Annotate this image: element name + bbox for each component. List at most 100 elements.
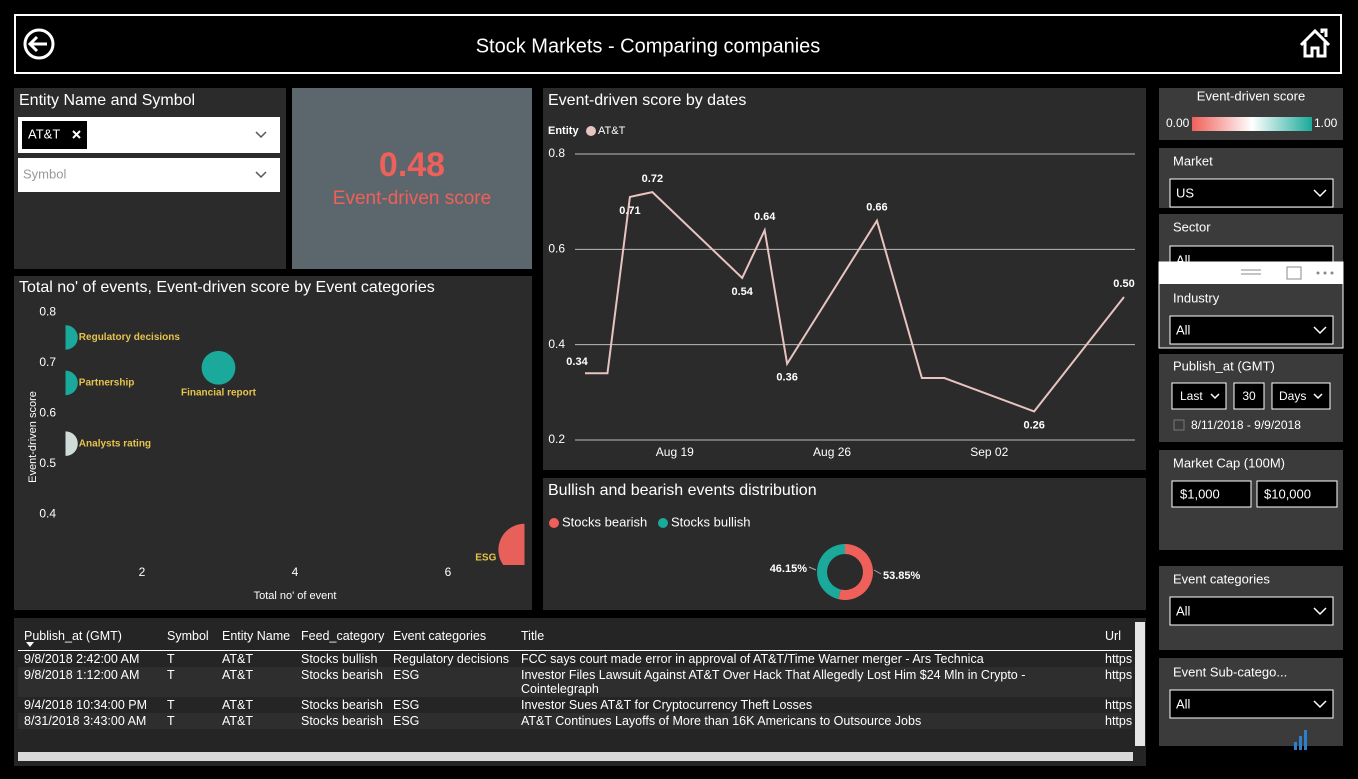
x-tick-label: Aug 19 [656, 445, 694, 459]
x-tick-label: 4 [292, 565, 299, 579]
data-label: 0.54 [731, 286, 753, 298]
scrollbar[interactable] [1135, 622, 1145, 746]
dropdown[interactable] [1169, 315, 1334, 345]
input[interactable] [1171, 480, 1252, 508]
legend-max: 1.00 [1314, 116, 1338, 130]
slicer-label: Event Sub-catego... [1173, 664, 1287, 679]
table-cell: Stocks bullish [301, 652, 378, 666]
table-cell: Regulatory decisions [393, 652, 510, 666]
legend-panel [1159, 88, 1343, 140]
table-cell: T [167, 652, 175, 666]
x-axis-title: Total no' of event [254, 590, 337, 602]
column-header: Title [515, 622, 1099, 651]
legend-min: 0.00 [1166, 116, 1190, 130]
chip-remove[interactable] [72, 130, 81, 139]
table-cell: https [1105, 668, 1132, 682]
legend-marker [658, 518, 668, 528]
donut-slice [816, 544, 845, 600]
table-cell: FCC says court made error in approval of… [521, 652, 984, 666]
more-icon[interactable] [1316, 271, 1334, 275]
legend-title: Event-driven score [1197, 88, 1305, 103]
x-tick-label: Sep 02 [970, 445, 1008, 459]
table: Publish_at (GMT) Symbol Entity Name Feed_ca… [18, 622, 1132, 758]
h-scrollbar[interactable] [18, 752, 1133, 761]
home-button[interactable] [1299, 28, 1331, 58]
slicer-label: Industry [1173, 290, 1220, 305]
data-label: 0.64 [754, 211, 776, 223]
x-tick-label: 6 [445, 565, 452, 579]
table-cell: T [167, 714, 175, 728]
bubble [498, 523, 525, 565]
bubble-panel [14, 276, 532, 610]
focus-icon[interactable] [1286, 266, 1302, 280]
slicer-label: Market [1173, 153, 1213, 168]
table-cell: 9/8/2018 1:12:00 AM [24, 668, 140, 682]
bubble [65, 370, 78, 396]
column-header: Symbol [161, 622, 216, 651]
chart-title: Bullish and bearish events distribution [548, 482, 817, 499]
page-title: Stock Markets - Comparing companies [476, 35, 821, 57]
dropdown[interactable] [1169, 178, 1334, 208]
column-header: Url [1099, 622, 1132, 651]
donut-slice [838, 544, 874, 600]
input[interactable] [1233, 382, 1265, 410]
dropdown-value: US [1176, 185, 1194, 200]
y-tick-label: 0.6 [548, 242, 565, 256]
back-button[interactable] [23, 28, 55, 60]
line [585, 191, 1125, 413]
dropdown[interactable] [1171, 382, 1227, 410]
data-label: 53.85% [883, 570, 921, 582]
leader [808, 566, 817, 571]
table-cell: AT&T Continues Layoffs of More than 16K … [521, 714, 922, 728]
score-card [292, 88, 532, 269]
table-cell: AT&T [222, 714, 254, 728]
table-cell: https [1105, 714, 1132, 728]
bubble-label: Analysts rating [79, 438, 151, 449]
dropdown-value: All [1176, 252, 1191, 267]
table-row: 9/8/2018 1:12:00 AM T AT&T Stocks bearish ES… [18, 667, 1132, 697]
bubble [201, 350, 236, 385]
input[interactable] [1256, 480, 1338, 508]
legend-title: Entity [548, 125, 579, 137]
column-header: Entity Name [216, 622, 295, 651]
table-cell: Stocks bearish [301, 698, 383, 712]
line-panel [543, 88, 1146, 470]
table-cell: 8/31/2018 3:43:00 AM [24, 714, 147, 728]
table-cell: ESG [393, 668, 420, 682]
dropdown[interactable] [1169, 689, 1334, 719]
chevron [1313, 189, 1327, 198]
column-header: Feed_category [295, 622, 387, 651]
table-row: 9/4/2018 10:34:00 PM T AT&T Stocks bearish E… [18, 697, 1132, 713]
logo [1294, 730, 1307, 750]
drag-icon[interactable] [1241, 269, 1261, 275]
data-label: 46.15% [770, 563, 808, 575]
dropdown[interactable] [1169, 596, 1334, 626]
table-cell: AT&T [222, 652, 254, 666]
y-tick-label: 0.7 [39, 355, 56, 369]
bubble-label: Regulatory decisions [79, 332, 181, 343]
table-cell: 9/4/2018 10:34:00 PM [24, 698, 148, 712]
x-tick-label: 2 [139, 565, 146, 579]
table-cell: https [1105, 652, 1132, 666]
dropdown[interactable] [1169, 245, 1334, 274]
data-label: 0.71 [619, 205, 640, 217]
column-header: Event categories [387, 622, 515, 651]
legend-label: Stocks bullish [671, 514, 750, 529]
slicer-label: Market Cap (100M) [1173, 455, 1285, 470]
card-value: 0.48 [379, 146, 445, 184]
y-tick-label: 0.2 [548, 432, 565, 446]
gradient [1192, 117, 1312, 131]
data-label: 0.26 [1023, 419, 1044, 431]
symbol-dropdown[interactable] [18, 158, 280, 192]
table-row: 8/31/2018 3:43:00 AM T AT&T Stocks bearish E… [18, 713, 1132, 729]
header-bar [14, 14, 1342, 74]
legend-label: Stocks bearish [562, 514, 647, 529]
y-tick-label: 0.4 [548, 337, 565, 351]
table-cell: https [1105, 698, 1132, 712]
y-tick-label: 0.6 [39, 405, 56, 419]
y-tick-label: 0.5 [39, 456, 56, 470]
table-row: 9/8/2018 2:42:00 AM T AT&T Stocks bullish Re… [18, 651, 1132, 668]
table-cell: Stocks bearish [301, 668, 383, 682]
input-value: $10,000 [1264, 486, 1311, 501]
sort-arrow[interactable] [26, 642, 34, 647]
